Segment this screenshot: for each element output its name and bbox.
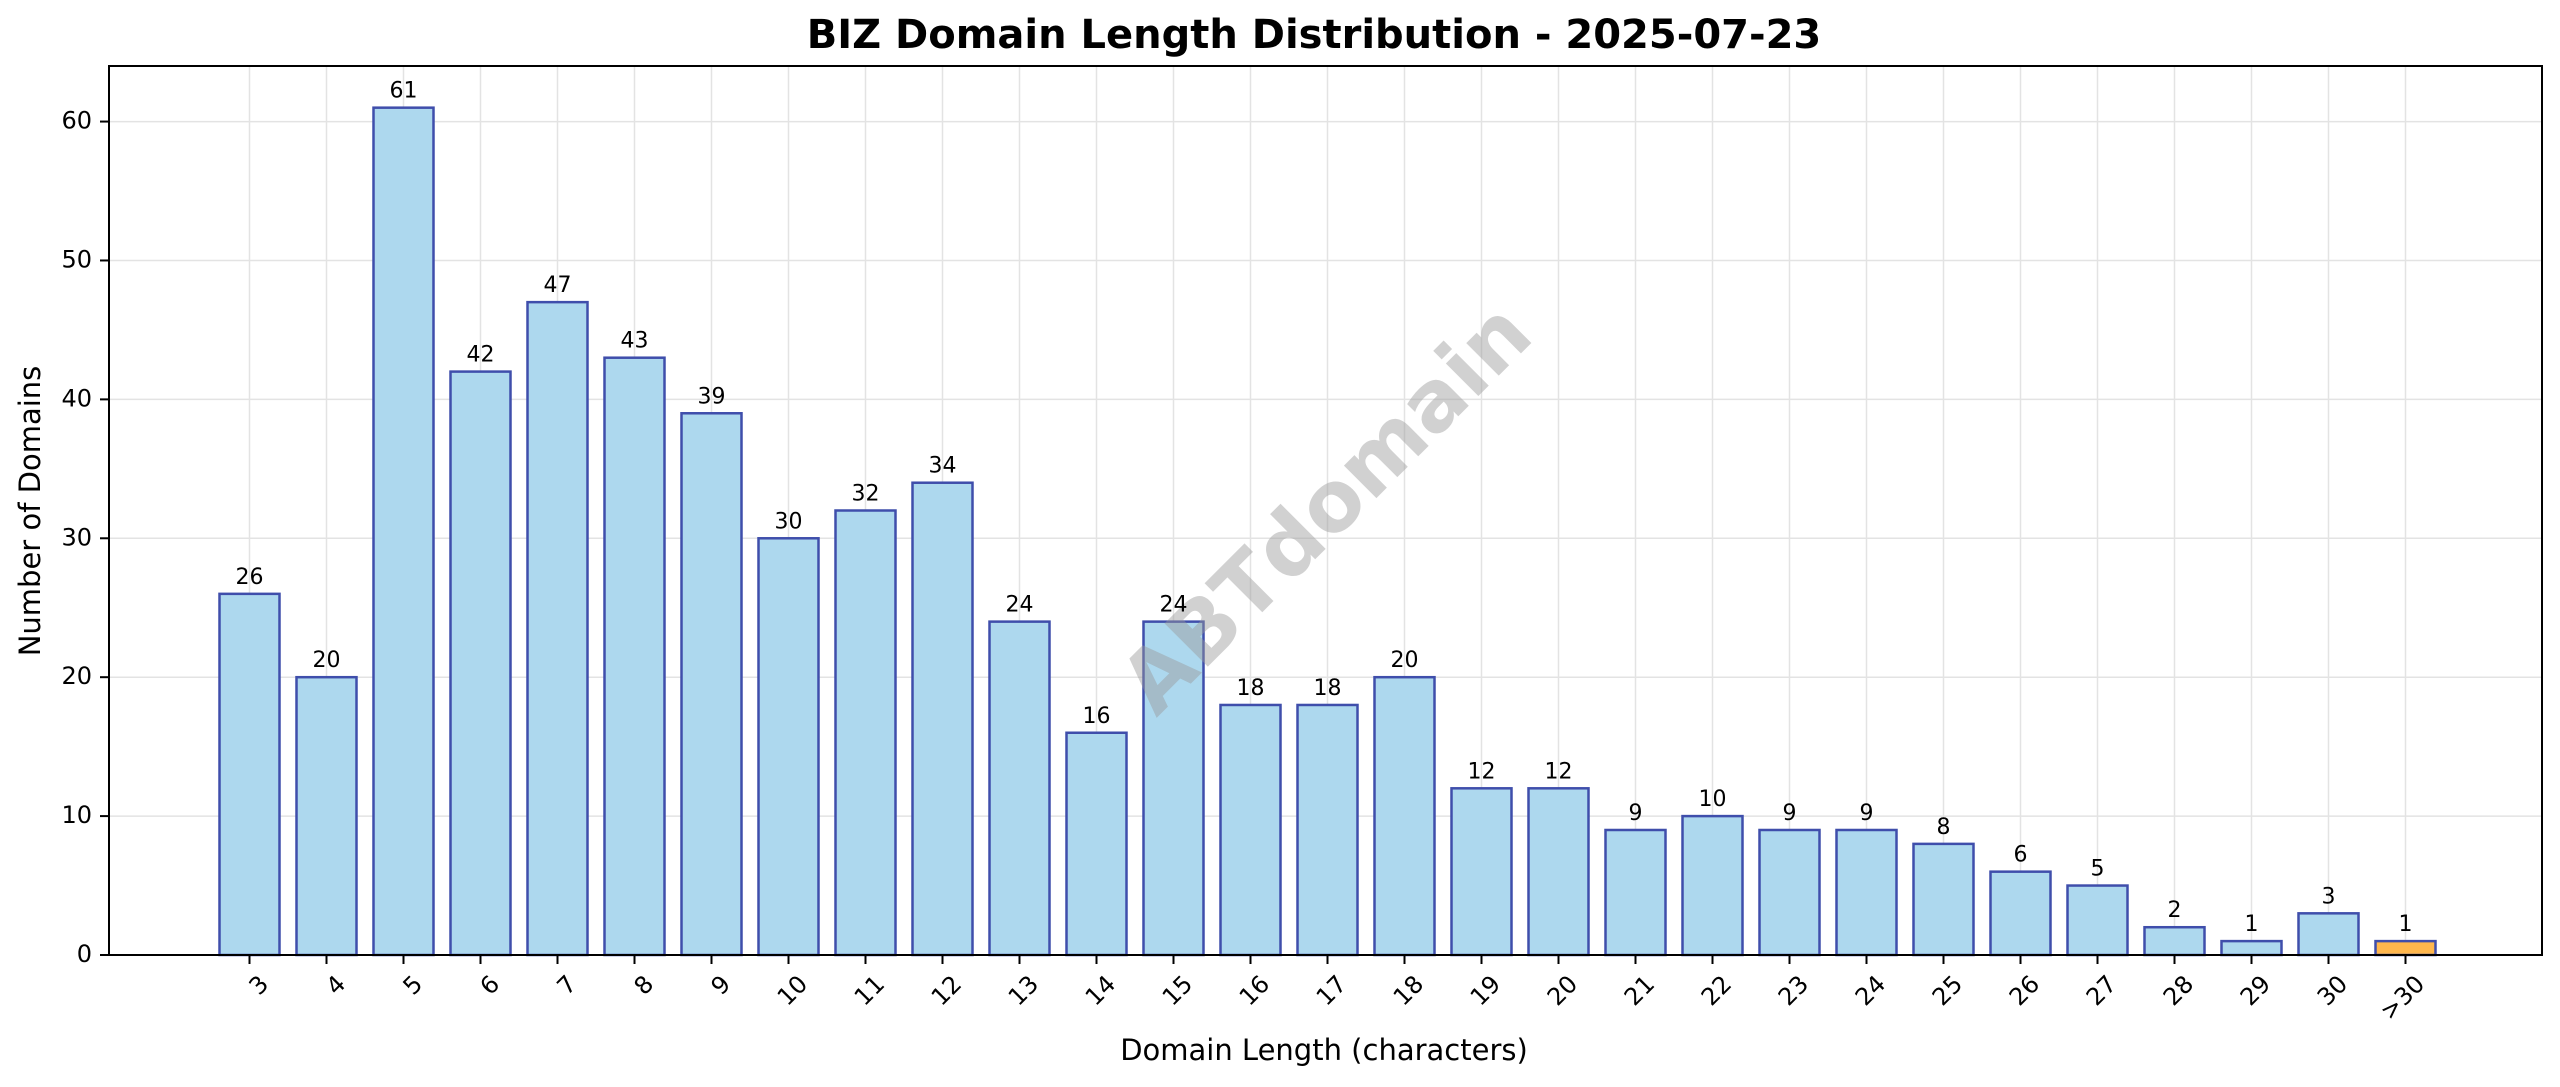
bar-value-label: 12 xyxy=(1545,759,1573,784)
bar-value-label: 18 xyxy=(1314,676,1342,701)
y-tick-label: 50 xyxy=(61,245,92,273)
bar-value-label: 30 xyxy=(775,509,803,534)
bar-value-label: 10 xyxy=(1699,787,1727,812)
bar-29 xyxy=(2220,939,2283,957)
bar-value-label: 34 xyxy=(929,454,957,479)
chart-title: BIZ Domain Length Distribution - 2025-07… xyxy=(807,12,1822,58)
bar-3 xyxy=(218,592,281,957)
bar-value-label: 24 xyxy=(1006,593,1034,618)
bar-value-label: 1 xyxy=(2245,912,2259,937)
bar-value-label: 39 xyxy=(698,384,726,409)
bar-value-label: 6 xyxy=(2014,843,2028,868)
bar-value-label: 9 xyxy=(1629,801,1643,826)
x-axis-label: Domain Length (characters) xyxy=(1120,1033,1528,1067)
bar-15 xyxy=(1142,620,1205,957)
bar-23 xyxy=(1758,828,1821,957)
bar-28 xyxy=(2143,925,2206,957)
bar-value-label: 61 xyxy=(390,79,418,104)
bars xyxy=(218,106,2437,957)
bar-value-label: 18 xyxy=(1237,676,1265,701)
bar-27 xyxy=(2066,884,2129,957)
bar-4 xyxy=(295,675,358,957)
bar-30 xyxy=(2297,912,2360,957)
bar->30 xyxy=(2374,939,2437,957)
bar-5 xyxy=(372,106,435,957)
bar-7 xyxy=(526,300,589,957)
bar-25 xyxy=(1912,842,1975,957)
bar-value-label: 20 xyxy=(313,648,341,673)
bar-value-label: 9 xyxy=(1860,801,1874,826)
bar-13 xyxy=(988,620,1051,957)
bar-21 xyxy=(1604,828,1667,957)
y-axis-ticks: 0 10 20 30 40 50 60 xyxy=(61,107,109,968)
bar-26 xyxy=(1989,870,2052,957)
bar-8 xyxy=(603,356,666,957)
bar-value-label: 32 xyxy=(852,482,880,507)
y-axis-label: Number of Domains xyxy=(13,366,47,657)
y-tick-label: 60 xyxy=(61,107,92,135)
y-tick-label: 0 xyxy=(77,940,92,968)
bar-value-label: 5 xyxy=(2091,857,2105,882)
bar-19 xyxy=(1450,787,1513,957)
bar-value-label: 16 xyxy=(1083,704,1111,729)
bar-11 xyxy=(834,509,897,957)
y-tick-label: 10 xyxy=(61,801,92,829)
bar-value-label: 24 xyxy=(1160,593,1188,618)
bar-24 xyxy=(1835,828,1898,957)
bar-17 xyxy=(1296,703,1359,957)
bar-value-label: 26 xyxy=(236,565,264,590)
bar-value-label: 9 xyxy=(1783,801,1797,826)
bar-value-label: 2 xyxy=(2168,898,2182,923)
y-tick-label: 20 xyxy=(61,662,92,690)
bar-value-label: 8 xyxy=(1937,815,1951,840)
bar-value-label: 12 xyxy=(1468,759,1496,784)
bar-value-label: 20 xyxy=(1391,648,1419,673)
bar-value-label: 43 xyxy=(621,329,649,354)
y-tick-label: 30 xyxy=(61,523,92,551)
bar-10 xyxy=(757,537,820,957)
bar-value-label: 1 xyxy=(2399,912,2413,937)
bar-16 xyxy=(1219,703,1282,957)
bar-value-label: 3 xyxy=(2322,884,2336,909)
bar-22 xyxy=(1681,814,1744,957)
bar-value-label: 47 xyxy=(544,273,572,298)
bar-12 xyxy=(911,481,974,957)
bar-14 xyxy=(1065,731,1128,957)
bar-6 xyxy=(449,370,512,957)
bar-value-label: 42 xyxy=(467,343,495,368)
bar-18 xyxy=(1373,675,1436,957)
plot-frame xyxy=(108,65,2543,956)
y-tick-label: 40 xyxy=(61,384,92,412)
bar-20 xyxy=(1527,787,1590,957)
bar-9 xyxy=(680,412,743,957)
